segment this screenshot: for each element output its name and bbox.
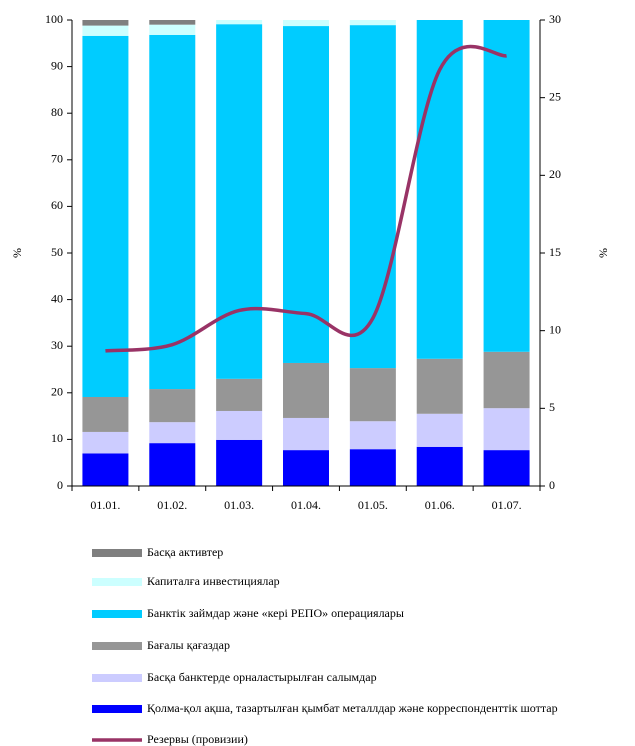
y-tick-label: 30 xyxy=(51,338,63,352)
x-tick-label: 01.07. xyxy=(492,498,522,512)
bar-segment xyxy=(349,25,396,369)
x-tick-label: 01.04. xyxy=(291,498,321,512)
y2-axis-label: % xyxy=(596,248,610,258)
bar-segment xyxy=(149,389,196,423)
bar-segment xyxy=(82,396,129,432)
bar-segment xyxy=(149,24,196,35)
bar-segment xyxy=(149,422,196,444)
bar-segment xyxy=(349,421,396,450)
y-tick-label: 60 xyxy=(51,198,63,212)
bar-segment xyxy=(216,378,263,411)
bar-segment xyxy=(82,431,129,454)
y2-tick-label: 20 xyxy=(549,167,561,181)
y-axis-label: % xyxy=(10,248,24,258)
y-tick-label: 20 xyxy=(51,385,63,399)
y-tick-label: 0 xyxy=(57,478,63,492)
y2-tick-label: 10 xyxy=(549,322,561,336)
bar-segment xyxy=(149,443,196,486)
legend-label: Банктік займдар және «кері РЕПО» операци… xyxy=(147,606,404,620)
x-tick-label: 01.01. xyxy=(90,498,120,512)
bar-segment xyxy=(349,20,396,26)
y2-tick-label: 25 xyxy=(549,89,561,103)
legend-label: Капиталға инвестициялар xyxy=(147,574,280,588)
bar-segment xyxy=(149,20,196,25)
y-tick-label: 90 xyxy=(51,58,63,72)
legend-label: Бағалы қағаздар xyxy=(147,638,230,652)
bar-segment xyxy=(216,439,263,486)
legend-label: Резервы (провизии) xyxy=(147,732,248,746)
bar-segment xyxy=(216,410,263,440)
bar-segment xyxy=(216,20,263,25)
bar-segment xyxy=(416,20,463,359)
bar-segment xyxy=(483,20,530,352)
bar-segment xyxy=(283,20,329,27)
x-tick-label: 01.05. xyxy=(358,498,388,512)
y-tick-label: 80 xyxy=(51,105,63,119)
bar-segment xyxy=(483,408,530,451)
bar-segment xyxy=(283,26,329,363)
x-tick-label: 01.06. xyxy=(425,498,455,512)
y-tick-label: 10 xyxy=(51,431,63,445)
legend-swatch xyxy=(92,549,142,557)
legend-swatch xyxy=(92,674,142,682)
bar-segment xyxy=(416,358,463,414)
y2-tick-label: 5 xyxy=(549,400,555,414)
bar-segment xyxy=(283,417,329,451)
bar-segment xyxy=(349,368,396,422)
bar-segment xyxy=(283,362,329,418)
bar-segment xyxy=(416,446,463,486)
y2-tick-label: 15 xyxy=(549,245,561,259)
y-tick-label: 100 xyxy=(45,12,63,26)
x-tick-label: 01.02. xyxy=(157,498,187,512)
legend-swatch xyxy=(92,610,142,618)
y2-tick-label: 30 xyxy=(549,12,561,26)
y-tick-label: 70 xyxy=(51,152,63,166)
legend-swatch xyxy=(92,642,142,650)
y2-tick-label: 0 xyxy=(549,478,555,492)
legend-swatch xyxy=(92,705,142,713)
bar-segment xyxy=(82,35,129,397)
bar-segment xyxy=(82,20,129,26)
bar-segment xyxy=(216,24,263,379)
bar-segment xyxy=(82,453,129,486)
bar-segment xyxy=(283,450,329,486)
legend-swatch xyxy=(92,578,142,586)
x-tick-label: 01.03. xyxy=(224,498,254,512)
y-tick-label: 40 xyxy=(51,291,63,305)
line-series xyxy=(105,44,507,353)
bar-segment xyxy=(483,450,530,486)
bar-segment xyxy=(82,25,129,36)
legend-label: Басқа активтер xyxy=(147,545,223,559)
y-tick-label: 50 xyxy=(51,245,63,259)
legend-label: Басқа банктерде орналастырылған салымдар xyxy=(147,670,377,684)
bar-segment xyxy=(416,413,463,447)
bar-segment xyxy=(349,449,396,486)
bar-segment xyxy=(149,34,196,390)
bar-segment xyxy=(483,351,530,409)
legend-label: Қолма-қол ақша, тазартылған қымбат метал… xyxy=(147,701,558,715)
